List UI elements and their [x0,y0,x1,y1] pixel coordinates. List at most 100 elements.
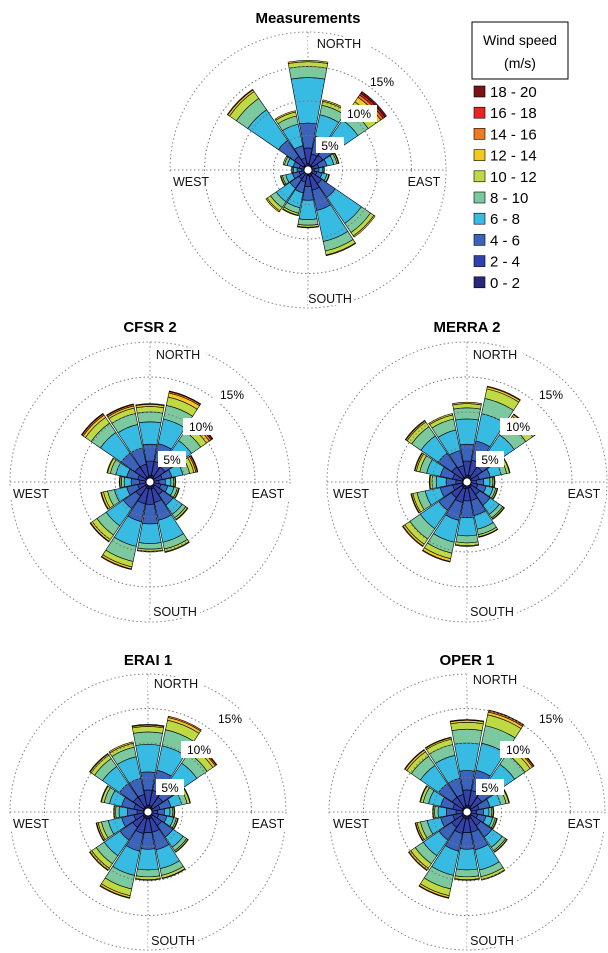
petal-segment [175,507,189,521]
legend-swatch [473,170,486,183]
petal-segment [99,885,131,899]
petal-segment [491,506,505,520]
petal-segment [115,805,120,819]
direction-label-west: WEST [13,487,49,501]
legend-item-label: 14 - 16 [490,126,537,143]
rose-outer-circle [326,341,608,623]
petal-segment [287,60,329,64]
direction-label-west: WEST [173,175,209,189]
west-label-bg [168,174,214,188]
legend-swatch [473,128,486,140]
ring-label-bg-15 [214,386,250,403]
ring-label-15: 15% [539,388,563,402]
ring-label-bg-5 [476,451,504,467]
petal-segment [502,457,511,474]
ring-label-5: 5% [161,781,179,795]
petal-segment [174,487,180,499]
petal-segment [168,390,202,405]
petal-segment [424,736,452,749]
legend-swatch [473,276,486,289]
petal-segment [106,403,134,417]
rose-center [462,807,472,817]
petal-segment [279,175,286,186]
ring-label-5: 5% [163,453,181,467]
petal-segment [434,805,439,819]
rose-center [462,477,472,487]
petal-segment [106,457,115,474]
ring-label-bg-5 [156,779,184,795]
petal-segment [493,476,496,488]
petal-segment [435,476,447,488]
rose-ring-10 [238,100,378,240]
ring-label-15: 15% [539,712,563,726]
rose-ring-10 [396,411,538,553]
ring-label-bg-15 [533,386,569,403]
petal-segment [333,152,340,164]
petal-segment [265,197,281,213]
legend-swatch [473,191,486,204]
petal-segment [454,544,480,547]
petal-segment [482,807,490,817]
rose-outer-circle [9,341,291,623]
petal-segment [453,407,481,421]
south-label-bg [467,933,517,947]
legend-swatch [473,255,486,267]
petal-segment [360,91,387,118]
east-label-bg [244,486,292,500]
petal-segment [89,522,110,543]
legend-swatch [473,212,486,225]
direction-label-south: SOUTH [470,934,514,948]
ring-label-10: 10% [189,420,213,434]
petal-segment [89,851,109,871]
petal-segment [488,709,525,726]
west-label-bg [328,486,374,500]
north-label-bg [467,348,523,362]
direction-label-east: EAST [568,487,601,501]
rose-cfsr-2: CFSR 2 NORTH EAST WEST SOUTH 5% 10% 15% [8,319,292,623]
west-label-bg [8,816,54,830]
direction-label-north: NORTH [154,677,198,691]
ring-label-5: 5% [481,781,499,795]
legend-item-label: 4 - 6 [490,232,520,249]
rose-ring-5 [114,446,186,518]
petal-segment [164,477,172,487]
petal-segment [455,418,479,446]
petal-segment [352,214,376,238]
petal-segment [323,166,325,174]
legend-title-line2: (m/s) [504,55,536,71]
petal-segment [137,848,159,871]
petal-segment [437,806,447,818]
petal-segment [318,167,323,173]
petal-segment [100,785,109,803]
petal-segment [135,744,161,773]
petal-segment [118,476,121,488]
ring-label-5: 5% [321,139,339,153]
petal-segment [454,868,480,878]
direction-label-north: NORTH [156,348,200,362]
petal-segment [421,549,451,563]
petal-segment [492,817,498,830]
rose-ring-15 [363,708,571,916]
petal-segment [274,110,297,121]
rose-oper-1: OPER 1 NORTH EAST WEST SOUTH 5% 10% 15% [328,652,606,951]
direction-label-south: SOUTH [151,934,195,948]
petal-segment [164,541,190,553]
ring-label-10: 10% [506,420,530,434]
direction-label-east: EAST [408,175,441,189]
east-label-bg [562,816,606,830]
petal-segment [410,493,420,514]
petal-segment [454,878,480,881]
legend-item-label: 0 - 2 [490,275,520,292]
direction-label-west: WEST [333,487,369,501]
direction-label-south: SOUTH [308,292,352,306]
petal-segment [414,822,424,842]
petal-segment [136,411,164,424]
rose-ring-5 [432,777,502,847]
rose-ring-10 [78,742,218,882]
rose-ring-15 [44,376,256,588]
rose-title-cfsr-2: CFSR 2 [123,319,176,336]
petal-segment [174,838,189,853]
legend-swatch [473,149,486,161]
south-label-bg [148,933,198,947]
